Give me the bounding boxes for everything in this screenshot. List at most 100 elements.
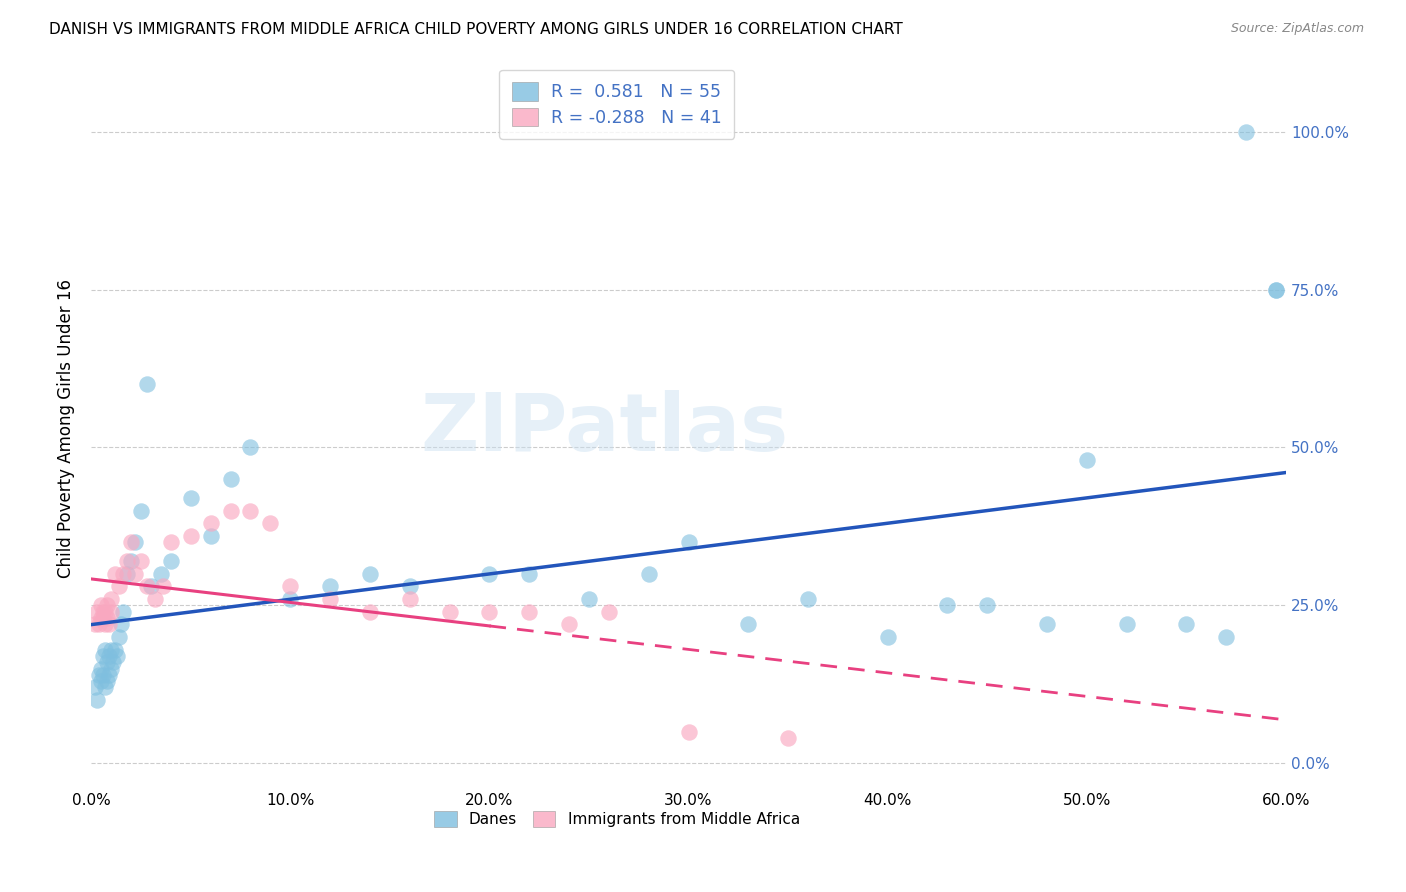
Point [90,661,112,675]
Point [1036,617,1059,632]
Point [936,599,959,613]
Point [637,566,659,581]
Point [149,566,172,581]
Point [94,617,117,632]
Point [200,516,222,531]
Point [90,611,112,625]
Point [94,642,117,657]
Point [110,617,132,632]
Point [159,535,181,549]
Text: DANISH VS IMMIGRANTS FROM MIDDLE AFRICA CHILD POVERTY AMONG GIRLS UNDER 16 CORRE: DANISH VS IMMIGRANTS FROM MIDDLE AFRICA … [49,22,903,37]
Point [180,491,202,505]
Point [678,535,700,549]
Point [135,579,157,593]
Point [278,592,301,607]
Point [678,724,700,739]
Point [219,503,242,517]
Point [108,579,131,593]
Point [478,566,501,581]
Point [1215,630,1237,644]
Point [91,668,114,682]
Point [120,554,142,568]
Point [135,377,157,392]
Point [120,535,142,549]
Point [737,617,759,632]
Point [143,592,166,607]
Point [108,630,131,644]
Point [239,503,262,517]
Point [1175,617,1198,632]
Point [219,472,242,486]
Point [124,535,146,549]
Point [398,592,420,607]
Point [398,579,420,593]
Point [159,554,181,568]
Point [200,529,222,543]
Point [96,655,118,669]
Point [86,693,108,707]
Point [478,605,501,619]
Point [598,605,620,619]
Point [86,605,108,619]
Legend: Danes, Immigrants from Middle Africa: Danes, Immigrants from Middle Africa [426,804,807,835]
Point [90,599,112,613]
Text: Source: ZipAtlas.com: Source: ZipAtlas.com [1230,22,1364,36]
Point [876,630,898,644]
Point [152,579,174,593]
Point [98,668,121,682]
Point [100,592,122,607]
Point [517,605,540,619]
Point [439,605,461,619]
Point [1076,453,1098,467]
Point [578,592,600,607]
Point [1265,283,1288,297]
Point [129,554,152,568]
Point [90,674,112,689]
Point [797,592,820,607]
Point [558,617,581,632]
Point [1115,617,1137,632]
Point [111,566,134,581]
Point [84,617,107,632]
Point [96,599,118,613]
Point [100,605,122,619]
Point [239,441,262,455]
Point [259,516,281,531]
Point [94,681,117,695]
Point [87,668,110,682]
Point [98,617,121,632]
Point [111,605,134,619]
Point [105,648,128,663]
Point [517,566,540,581]
Point [104,566,127,581]
Point [1265,283,1288,297]
Point [778,731,800,745]
Point [976,599,998,613]
Point [96,674,118,689]
Point [91,605,114,619]
Point [115,554,138,568]
Point [124,566,146,581]
Point [87,617,110,632]
Point [91,611,114,625]
Point [139,579,162,593]
Point [180,529,202,543]
Point [100,642,122,657]
Point [278,579,301,593]
Point [91,648,114,663]
Point [96,611,118,625]
Point [129,503,152,517]
Point [101,655,124,669]
Point [84,681,107,695]
Point [98,648,121,663]
Point [359,605,381,619]
Y-axis label: Child Poverty Among Girls Under 16: Child Poverty Among Girls Under 16 [58,279,75,578]
Text: ZIPatlas: ZIPatlas [420,390,789,467]
Point [319,592,342,607]
Point [319,579,342,593]
Point [1234,125,1257,139]
Point [115,566,138,581]
Point [104,642,127,657]
Point [100,661,122,675]
Point [359,566,381,581]
